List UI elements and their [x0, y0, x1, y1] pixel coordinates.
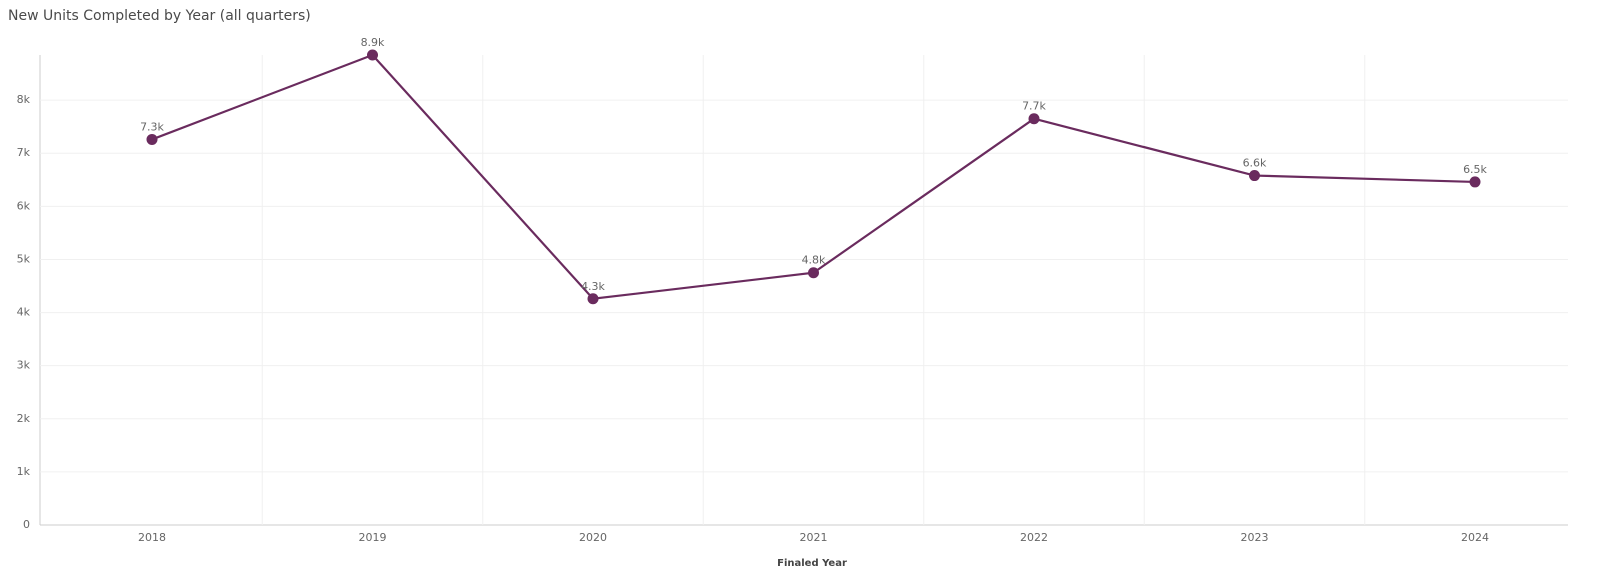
x-tick-label: 2021	[800, 531, 828, 544]
x-tick-label: 2019	[359, 531, 387, 544]
point	[1028, 113, 1040, 125]
data-label: 7.7k	[1022, 100, 1046, 113]
y-tick-label: 3k	[17, 359, 31, 372]
data-label: 6.6k	[1243, 157, 1267, 170]
y-tick-label: 7k	[17, 146, 31, 159]
data-label: 4.3k	[581, 280, 605, 293]
data-label: 8.9k	[361, 36, 385, 49]
y-tick-label: 4k	[17, 306, 31, 319]
point	[146, 133, 158, 145]
point	[367, 49, 378, 61]
point	[587, 293, 599, 305]
x-tick-label: 2018	[138, 531, 166, 544]
data-label: 4.8k	[802, 254, 826, 267]
x-tick-label: 2020	[579, 531, 607, 544]
y-tick-label: 0	[23, 518, 30, 531]
y-tick-label: 1k	[17, 465, 31, 478]
point	[808, 267, 819, 279]
data-label: 6.5k	[1463, 163, 1487, 176]
x-axis-title: Finaled Year	[777, 558, 847, 569]
chart-title: New Units Completed by Year (all quarter…	[8, 8, 311, 24]
point	[1249, 170, 1260, 182]
x-tick-label: 2023	[1241, 531, 1269, 544]
x-tick-label: 2024	[1461, 531, 1489, 544]
y-tick-label: 8k	[17, 93, 31, 106]
point	[1469, 176, 1481, 188]
data-label: 7.3k	[140, 120, 164, 133]
y-tick-label: 6k	[17, 199, 31, 212]
x-tick-label: 2022	[1020, 531, 1048, 544]
y-tick-label: 2k	[17, 412, 31, 425]
y-tick-label: 5k	[17, 252, 31, 265]
